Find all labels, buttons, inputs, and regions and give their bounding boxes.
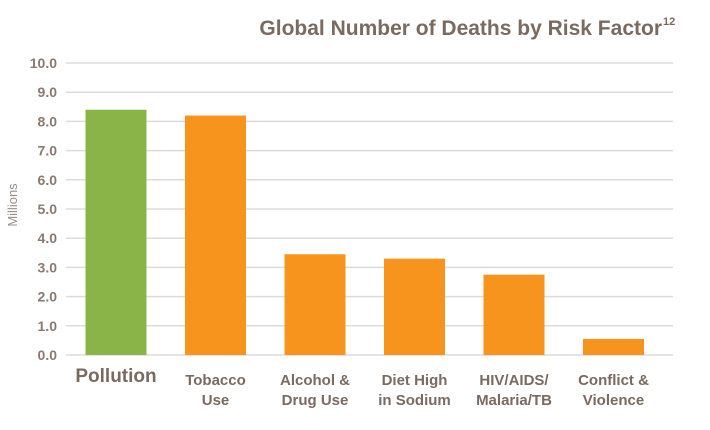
y-tick-label: 2.0 [38,289,58,305]
y-tick-label: 4.0 [38,230,58,246]
y-tick-label: 8.0 [38,113,58,129]
category-label-3-line-1: in Sodium [378,392,451,409]
category-label-5-line-1: Violence [583,392,644,409]
category-label-4-line-0: HIV/AIDS/ [479,372,549,389]
bar-3 [384,258,445,355]
y-tick-label: 10.0 [30,55,57,71]
y-tick-label: 0.0 [38,347,58,363]
y-tick-label: 7.0 [38,143,58,159]
y-axis-label: Millions [5,183,20,227]
category-label-1-line-1: Use [202,392,230,409]
y-tick-label: 1.0 [38,318,58,334]
y-tick-label: 3.0 [38,259,58,275]
y-tick-label: 6.0 [38,172,58,188]
category-label-2-line-0: Alcohol & [280,372,350,389]
chart-title: Global Number of Deaths by Risk Factor [259,17,662,40]
category-label-4-line-1: Malaria/TB [476,392,552,409]
gridlines [66,62,673,356]
bar-2 [284,254,346,355]
bar-5 [583,338,644,355]
bar-4 [483,274,545,355]
category-labels: Pollution Tobacco Use Alcohol & Drug Use Diet… [75,366,649,409]
category-label-5-line-0: Conflict & [578,372,649,389]
category-label-3-line-0: Diet High [382,372,448,389]
bar-0 [85,109,147,355]
bars [85,109,644,355]
chart-title-superscript: 12 [663,16,675,28]
category-label-0: Pollution [75,366,156,387]
bar-1 [185,115,246,355]
y-tick-labels: 0.0 1.0 2.0 3.0 4.0 5.0 6.0 7.0 8.0 9.0 10.0 [30,55,57,363]
category-label-1-line-0: Tobacco [185,372,246,389]
y-tick-label: 9.0 [38,84,58,100]
y-tick-label: 5.0 [38,201,58,217]
category-label-2-line-1: Drug Use [282,392,349,409]
